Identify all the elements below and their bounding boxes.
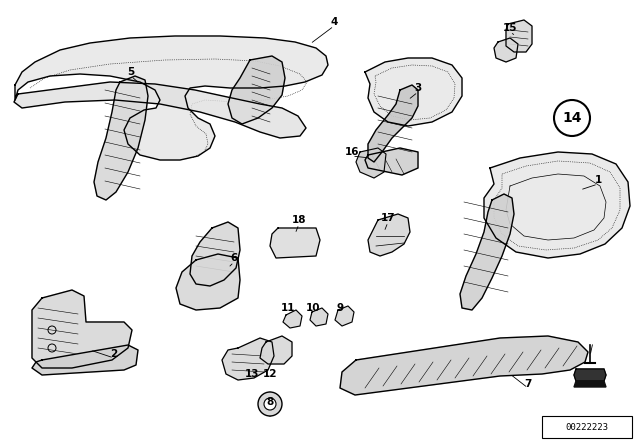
Text: 18: 18 (292, 215, 307, 225)
Polygon shape (94, 76, 148, 200)
Polygon shape (176, 254, 240, 310)
Polygon shape (15, 36, 328, 160)
Circle shape (264, 398, 276, 410)
Text: 17: 17 (381, 213, 396, 223)
Polygon shape (335, 306, 354, 326)
Polygon shape (32, 345, 138, 375)
Text: 6: 6 (230, 253, 237, 263)
Text: 12: 12 (263, 369, 277, 379)
Polygon shape (368, 85, 418, 162)
Polygon shape (260, 336, 292, 364)
Polygon shape (365, 58, 462, 126)
Text: 1: 1 (595, 175, 602, 185)
Polygon shape (356, 148, 386, 178)
Polygon shape (494, 38, 518, 62)
Text: 16: 16 (345, 147, 359, 157)
Text: 5: 5 (127, 67, 134, 77)
Polygon shape (574, 381, 606, 387)
Text: 13: 13 (244, 369, 259, 379)
Polygon shape (222, 338, 274, 380)
Polygon shape (340, 336, 588, 395)
Text: 15: 15 (503, 23, 517, 33)
Text: 2: 2 (110, 349, 118, 359)
Text: 3: 3 (414, 83, 422, 93)
Polygon shape (506, 20, 532, 52)
Text: 9: 9 (337, 303, 344, 313)
Polygon shape (228, 56, 285, 124)
Text: 8: 8 (266, 397, 274, 407)
Polygon shape (574, 369, 606, 381)
Text: 4: 4 (330, 17, 338, 27)
Circle shape (554, 100, 590, 136)
Text: 14: 14 (563, 111, 582, 125)
Polygon shape (460, 194, 514, 310)
Text: 7: 7 (524, 379, 532, 389)
Polygon shape (484, 152, 630, 258)
Polygon shape (14, 82, 306, 138)
Text: 10: 10 (306, 303, 320, 313)
Bar (542, 416, 632, 438)
Polygon shape (365, 148, 418, 175)
Polygon shape (190, 222, 240, 286)
Polygon shape (310, 308, 328, 326)
Text: 00222223: 00222223 (566, 422, 609, 431)
Polygon shape (283, 310, 302, 328)
Text: 11: 11 (281, 303, 295, 313)
Circle shape (258, 392, 282, 416)
Polygon shape (368, 214, 410, 256)
Polygon shape (32, 290, 132, 368)
Polygon shape (270, 228, 320, 258)
